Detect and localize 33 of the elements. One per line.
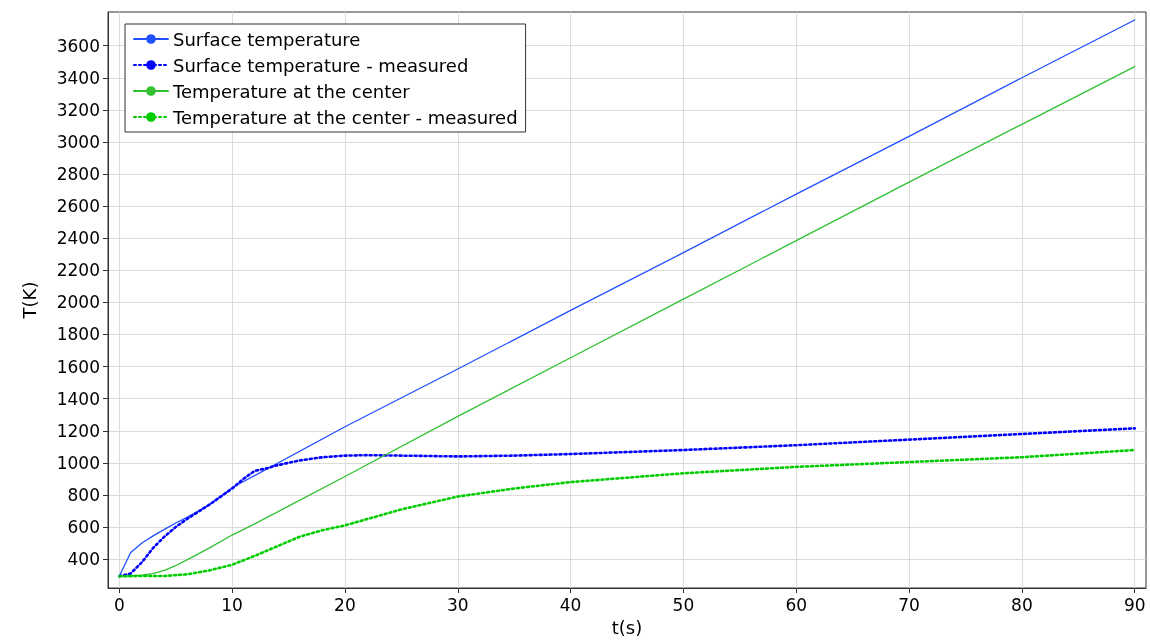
legend-label: Surface temperature: [173, 28, 361, 50]
y-tick-label: 3200: [56, 99, 100, 120]
x-axis-title: t(s): [611, 616, 643, 638]
y-tick-label: 3400: [56, 67, 100, 88]
x-tick-label: 90: [1123, 594, 1146, 615]
y-tick-label: 1200: [56, 420, 100, 441]
y-tick-label: 2600: [56, 196, 100, 217]
legend-label: Temperature at the center - measured: [172, 106, 518, 128]
y-tick-label: 3000: [56, 131, 100, 152]
x-tick-label: 70: [898, 594, 920, 615]
x-tick-label: 40: [559, 594, 582, 615]
x-tick-label: 20: [334, 594, 356, 615]
y-tick-label: 2400: [56, 228, 100, 249]
y-tick-label: 800: [67, 484, 100, 505]
y-tick-label: 600: [67, 517, 100, 538]
y-tick-label: 3600: [56, 35, 100, 56]
y-tick-label: 1800: [56, 324, 100, 345]
y-tick-label: 2000: [56, 292, 100, 313]
x-tick-label: 50: [672, 594, 695, 615]
x-tick-label: 10: [221, 594, 243, 615]
x-tick-label: 60: [785, 594, 808, 615]
y-axis-title: T(K): [18, 281, 40, 320]
x-tick-label: 30: [446, 594, 469, 615]
x-tick-label: 80: [1011, 594, 1033, 615]
x-tick-label: 0: [113, 594, 125, 615]
y-tick-label: 1000: [56, 452, 100, 473]
y-tick-label: 1600: [56, 356, 100, 377]
legend-label: Surface temperature - measured: [173, 54, 469, 76]
y-tick-label: 400: [67, 549, 100, 570]
y-tick-label: 2800: [56, 164, 100, 185]
y-tick-label: 2200: [56, 260, 100, 281]
legend-label: Temperature at the center: [172, 80, 411, 102]
y-tick-label: 1400: [56, 388, 100, 409]
